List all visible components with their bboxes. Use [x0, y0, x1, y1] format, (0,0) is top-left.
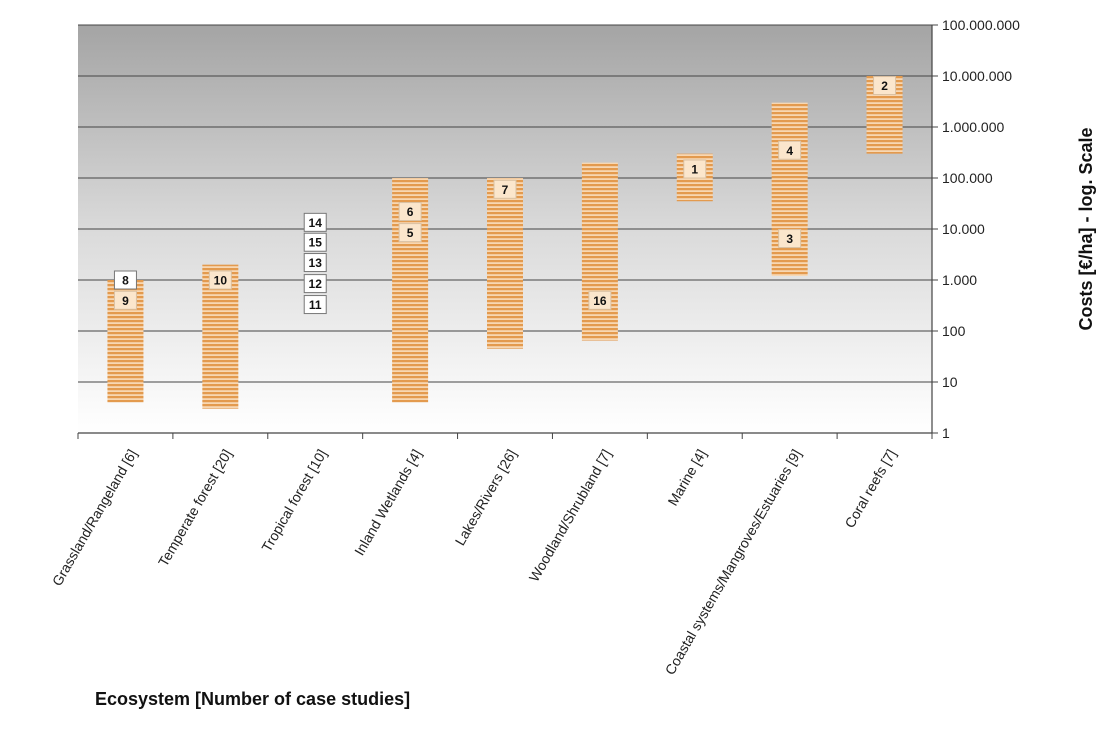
marker-label: 16 [593, 294, 607, 308]
marker-label: 7 [502, 183, 509, 197]
x-tick-label: Tropical forest [10] [258, 447, 330, 555]
marker-box [113, 290, 137, 310]
axes [77, 25, 933, 439]
y-tick-label: 10.000.000 [942, 68, 1012, 84]
y-tick-labels: 1 10 100 1.000 10.000 100.000 1.000.000 10.000.… [942, 17, 1020, 441]
y-tick-label: 100.000.000 [942, 17, 1020, 33]
range-bar [487, 178, 523, 349]
marker-box [778, 229, 802, 249]
x-tick-label: Coral reefs [7] [841, 447, 899, 531]
case-study-marker: 7 [493, 179, 517, 199]
y-tick-label: 100 [942, 323, 966, 339]
case-study-marker: 2 [873, 76, 897, 96]
y-tick-label: 1.000.000 [942, 119, 1004, 135]
marker-box [683, 159, 707, 179]
marker-label: 13 [309, 256, 323, 270]
bars [107, 76, 903, 409]
x-tick-label: Woodland/Shrubland [7] [526, 447, 615, 585]
x-tick-label: Marine [4] [664, 447, 709, 509]
x-tick-label: Inland Wetlands [4] [351, 446, 425, 558]
marker-box [398, 223, 422, 243]
x-tick-labels: Grassland/Rangeland [6] Temperate forest … [49, 446, 899, 677]
marker-box [873, 76, 897, 96]
marker-label: 8 [122, 274, 129, 288]
case-study-marker: 10 [208, 270, 232, 290]
marker-box [588, 290, 612, 310]
case-study-marker: 15 [303, 232, 327, 252]
marker-box [398, 202, 422, 222]
case-study-marker: 4 [778, 140, 802, 160]
y-tick-label: 1.000 [942, 272, 977, 288]
marker-label: 9 [122, 294, 129, 308]
case-study-marker: 14 [303, 212, 327, 232]
x-tick-label: Temperate forest [20] [155, 447, 235, 570]
marker-label: 6 [407, 205, 414, 219]
marker-label: 15 [309, 236, 323, 250]
y-axis-title: Costs [€/ha] - log. Scale [1076, 127, 1096, 330]
case-study-marker: 11 [303, 295, 327, 315]
case-study-marker: 9 [113, 290, 137, 310]
marker-label: 11 [309, 298, 322, 312]
case-study-marker: 6 [398, 202, 422, 222]
marker-box [303, 232, 327, 252]
marker-box [208, 270, 232, 290]
marker-label: 2 [881, 79, 888, 93]
marker-label: 4 [786, 144, 793, 158]
x-tick-label: Grassland/Rangeland [6] [49, 447, 140, 589]
range-bar [771, 102, 808, 276]
marker-box [303, 253, 327, 273]
case-study-marker: 3 [778, 229, 802, 249]
case-study-marker: 13 [303, 253, 327, 273]
marker-box [493, 179, 517, 199]
marker-label: 10 [214, 274, 228, 288]
case-study-marker: 5 [398, 223, 422, 243]
y-tick-label: 100.000 [942, 170, 993, 186]
marker-label: 1 [691, 163, 698, 177]
case-study-marker: 16 [588, 290, 612, 310]
y-tick-label: 10 [942, 374, 958, 390]
y-tick-label: 10.000 [942, 221, 985, 237]
marker-label: 14 [309, 216, 323, 230]
case-study-marker: 12 [303, 274, 327, 294]
x-tick-label: Lakes/Rivers [26] [452, 447, 520, 549]
case-study-marker: 1 [683, 159, 707, 179]
range-bar [581, 162, 618, 341]
marker-label: 5 [407, 226, 414, 240]
marker-box [778, 140, 802, 160]
marker-label: 3 [786, 232, 793, 246]
marker-box [113, 270, 137, 290]
x-axis-title: Ecosystem [Number of case studies] [95, 689, 410, 709]
marker-box [303, 295, 327, 315]
y-tick-label: 1 [942, 425, 950, 441]
marker-box [303, 212, 327, 232]
marker-label: 12 [309, 277, 323, 291]
marker-box [303, 274, 327, 294]
case-study-marker: 8 [113, 270, 137, 290]
